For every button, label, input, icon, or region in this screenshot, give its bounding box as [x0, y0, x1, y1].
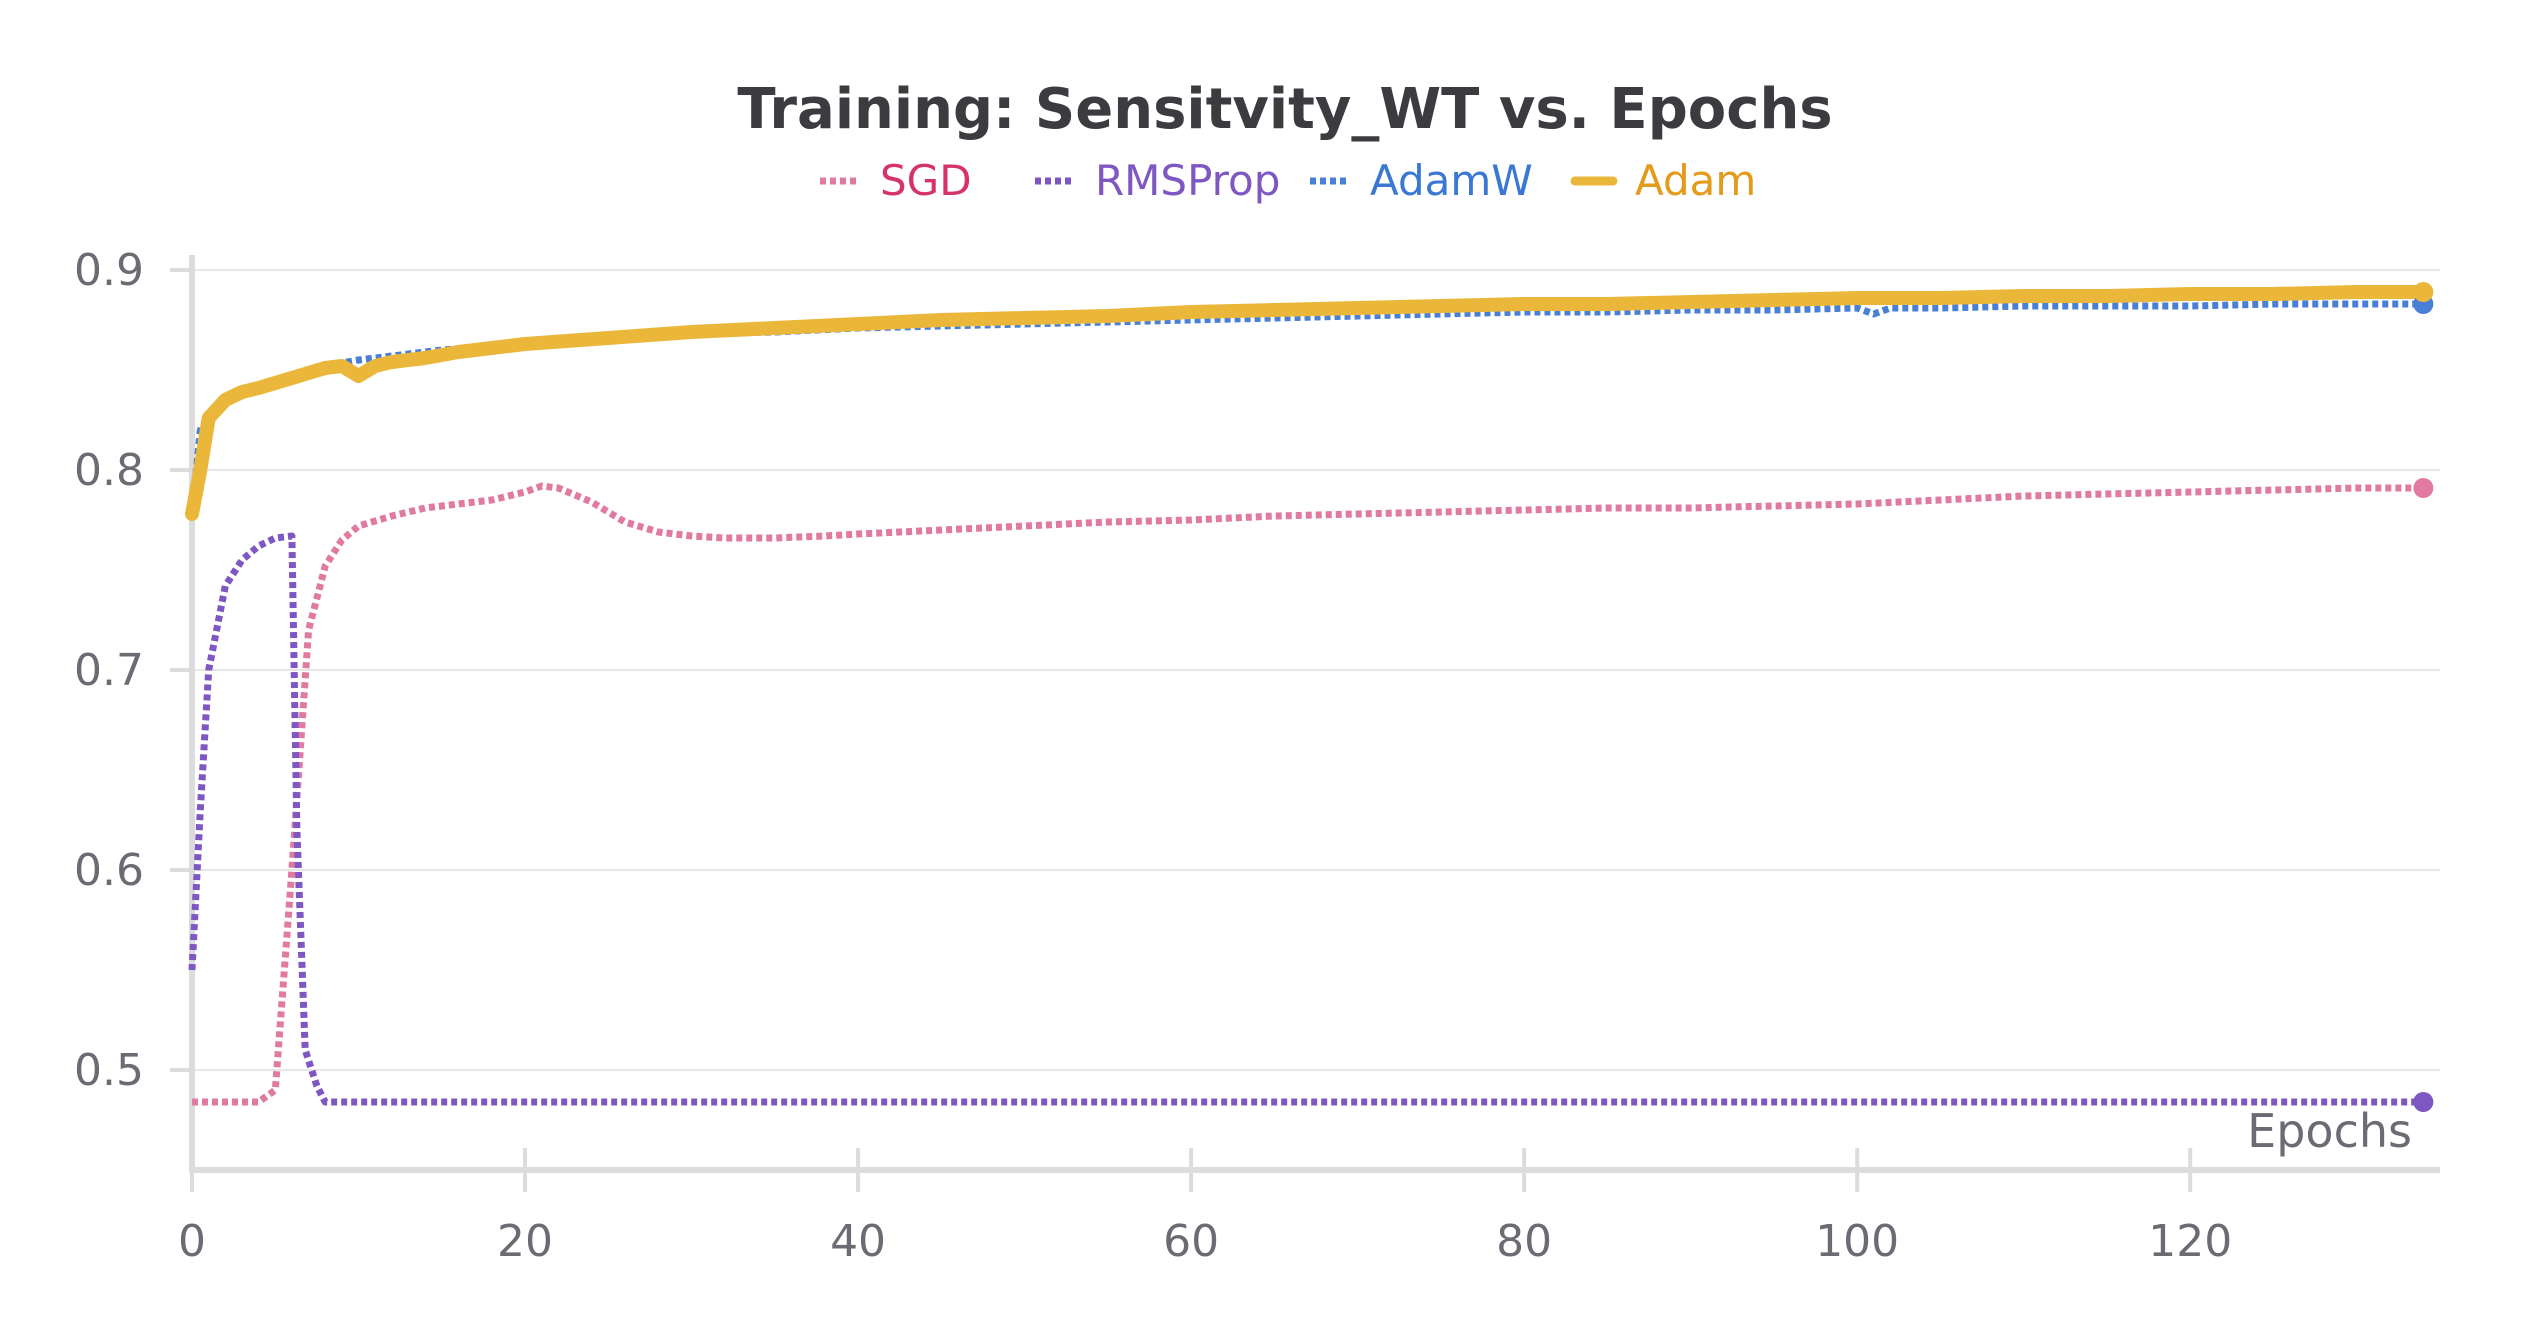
chart-title: Training: Sensitvity_WT vs. Epochs	[737, 77, 1832, 142]
y-tick-label-4: 0.9	[74, 245, 144, 296]
series-lines	[185, 285, 2431, 1106]
series-end-point-adam	[2413, 282, 2434, 302]
legend-label-rmsprop: RMSProp	[1095, 156, 1280, 205]
y-tick-label-0: 0.5	[74, 1045, 144, 1096]
gridlines	[192, 269, 2440, 1071]
x-axis-title: Epochs	[2247, 1104, 2412, 1158]
y-tick-label-2: 0.7	[74, 645, 144, 696]
legend-label-adam: Adam	[1635, 156, 1756, 205]
x-tick-label-4: 80	[1496, 1216, 1552, 1267]
x-tick-label-1: 20	[497, 1216, 553, 1267]
series-line-adamw	[188, 300, 2424, 515]
x-tick-label-5: 100	[1815, 1216, 1899, 1267]
series-line-adam	[185, 285, 2431, 521]
x-tick-label-6: 120	[2148, 1216, 2232, 1267]
axes: 0.5 0.6 0.7 0.8 0.9 0 20 40 60 80 100 120	[74, 245, 2440, 1267]
x-tick-label-2: 40	[830, 1216, 886, 1267]
x-tick-label-0: 0	[178, 1216, 206, 1267]
series-end-points	[2413, 282, 2434, 1112]
series-line-sgd	[192, 482, 2424, 1106]
series-line-rmsprop	[188, 532, 2424, 1106]
y-tick-label-3: 0.8	[74, 445, 144, 496]
series-end-point-sgd	[2413, 478, 2434, 498]
legend-label-adamw: AdamW	[1370, 156, 1533, 205]
legend: SGD RMSProp AdamW Adam	[820, 156, 1756, 205]
y-tick-label-1: 0.6	[74, 845, 144, 896]
x-tick-label-3: 60	[1163, 1216, 1219, 1267]
legend-label-sgd: SGD	[880, 156, 972, 205]
series-end-point-rmsprop	[2413, 1092, 2434, 1112]
